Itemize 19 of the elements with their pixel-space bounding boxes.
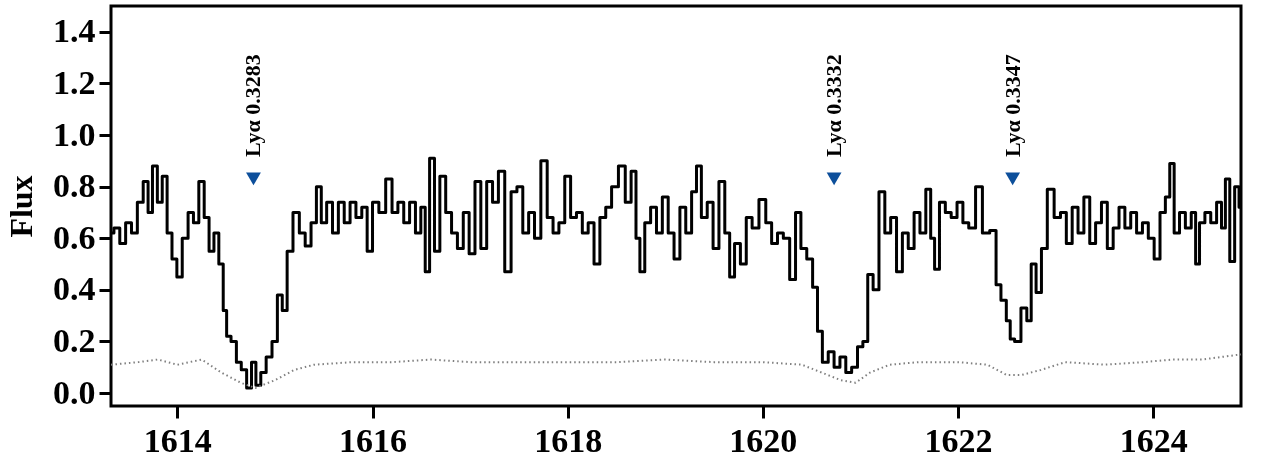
x-tick-label: 1622 [924, 421, 993, 459]
y-tick-label: 0.8 [53, 167, 96, 205]
y-tick-label: 0.0 [53, 373, 96, 411]
x-tick-label: 1614 [143, 421, 212, 459]
y-tick-label: 0.4 [53, 270, 96, 308]
x-tick-label: 1624 [1119, 421, 1188, 459]
x-tick-label: 1620 [729, 421, 798, 459]
line-series [110, 353, 1242, 389]
x-tick-label: 1616 [339, 421, 408, 459]
x-tick-label: 1618 [534, 421, 603, 459]
annotation: Lyα 0.3347 [999, 54, 1025, 157]
y-tick-label: 0.6 [53, 218, 96, 256]
y-tick-label: 1.0 [53, 115, 96, 153]
annotation: Lyα 0.3283 [240, 54, 266, 157]
y-axis-title: Flux [3, 175, 39, 238]
y-tick-label: 1.2 [53, 63, 96, 101]
annotation: Lyα 0.3332 [821, 54, 847, 157]
y-tick-label: 0.2 [53, 321, 96, 359]
y-tick-label: 1.4 [53, 12, 96, 50]
